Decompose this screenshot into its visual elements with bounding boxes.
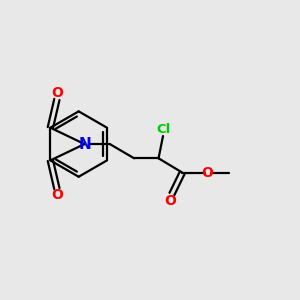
Text: N: N: [78, 136, 91, 152]
Text: O: O: [51, 188, 63, 202]
Text: O: O: [51, 86, 63, 100]
Text: O: O: [164, 194, 176, 208]
Text: Cl: Cl: [157, 123, 171, 136]
Text: O: O: [201, 166, 213, 180]
